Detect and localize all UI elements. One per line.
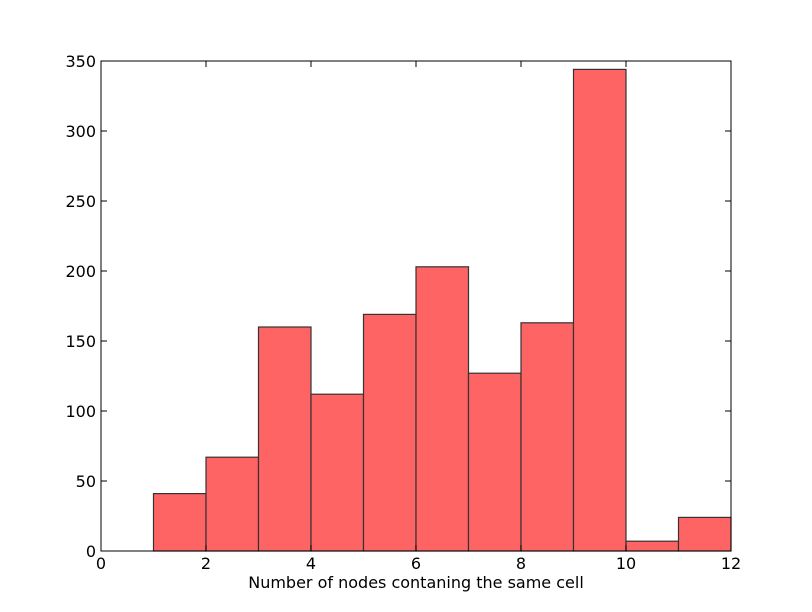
histogram-bar-8 <box>572 68 627 552</box>
y-tick-label-3: 150 <box>65 332 96 351</box>
x-axis-label: Number of nodes contaning the same cell <box>248 573 584 592</box>
y-tick-label-6: 300 <box>65 122 96 141</box>
x-tick-label-6: 12 <box>721 554 741 573</box>
histogram-bar-5 <box>415 266 470 552</box>
histogram-bar-7 <box>520 322 575 552</box>
x-tick-label-2: 4 <box>306 554 316 573</box>
histogram-bar-0 <box>152 493 207 552</box>
x-tick-label-3: 6 <box>411 554 421 573</box>
y-tick-label-4: 200 <box>65 262 96 281</box>
histogram-bar-9 <box>625 540 680 552</box>
bars-group <box>152 68 732 552</box>
y-tick-label-2: 100 <box>65 402 96 421</box>
x-tick-label-5: 10 <box>616 554 636 573</box>
y-tick-label-5: 250 <box>65 192 96 211</box>
histogram-bar-1 <box>205 456 260 552</box>
y-tick-label-7: 350 <box>65 52 96 71</box>
ticks-group: 0 2 4 6 8 10 12 0 50 100 150 200 250 300 350 <box>65 52 741 573</box>
histogram-bar-6 <box>467 372 522 552</box>
y-tick-label-0: 0 <box>86 542 96 561</box>
histogram-bar-3 <box>310 393 365 552</box>
x-tick-label-0: 0 <box>96 554 106 573</box>
x-tick-label-1: 2 <box>201 554 211 573</box>
histogram-bar-10 <box>677 516 732 552</box>
x-tick-label-4: 8 <box>516 554 526 573</box>
histogram-bar-2 <box>257 326 312 552</box>
plot-frame <box>100 60 732 552</box>
y-tick-label-1: 50 <box>76 472 96 491</box>
histogram-bar-4 <box>362 313 417 552</box>
